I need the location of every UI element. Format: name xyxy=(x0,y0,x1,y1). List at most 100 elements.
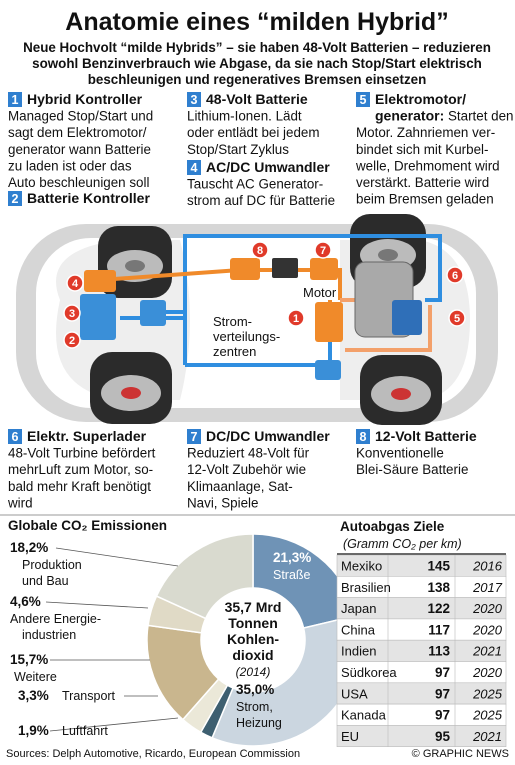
diagram-badge-label: 2 xyxy=(69,335,75,347)
cable xyxy=(120,234,442,320)
distribution-label: zentren xyxy=(213,344,256,359)
table-year: 2017 xyxy=(472,580,503,595)
table-country: Brasilien xyxy=(341,580,391,595)
component-text: Managed Stop/Start und xyxy=(8,109,153,124)
pie-value-label: 35,0% xyxy=(236,682,274,697)
table-value: 97 xyxy=(435,686,450,701)
diagram-badge xyxy=(314,241,332,259)
component-text: Blei-Säure Batterie xyxy=(356,462,468,477)
subtitle: Neue Hochvolt “milde Hybrids” – sie habe… xyxy=(23,40,491,55)
component xyxy=(392,300,422,335)
pie-category-label: Produktion xyxy=(22,558,82,572)
table-title: Autoabgas Ziele xyxy=(340,519,445,534)
component-text: bald mehr Kraft benötigt xyxy=(8,479,151,494)
table-year: 2020 xyxy=(472,601,503,616)
diagram-badge-label: 6 xyxy=(452,270,458,282)
table-year: 2025 xyxy=(472,708,503,723)
credit: © GRAPHIC NEWS xyxy=(412,748,509,760)
table-country: USA xyxy=(341,686,368,701)
diagram-badge-label: 4 xyxy=(72,278,79,290)
table-value: 95 xyxy=(435,729,451,744)
table-country: Mexiko xyxy=(341,559,382,574)
component-text: Klimaanlage, Sat- xyxy=(187,479,293,494)
component-text: Lithium-Ionen. Lädt xyxy=(187,109,302,124)
number-badge xyxy=(187,160,201,175)
table-value: 122 xyxy=(427,601,450,616)
table-value: 138 xyxy=(427,580,450,595)
component-text: wird xyxy=(7,495,33,510)
pie-center-text: Kohlen- xyxy=(227,631,279,647)
table-subtitle: (Gramm CO₂ per km) xyxy=(343,537,462,551)
component-text: welle, Drehmoment wird xyxy=(355,158,500,173)
diagram-badge xyxy=(251,241,269,259)
diagram-badge xyxy=(63,304,81,322)
component xyxy=(230,258,260,280)
component-title: DC/DC Umwandler xyxy=(206,428,330,444)
number-badge-label: 2 xyxy=(12,192,19,206)
diagram-badge xyxy=(448,309,466,327)
diagram-badge xyxy=(66,274,84,292)
pie-center-text: Tonnen xyxy=(228,615,278,631)
table-value: 97 xyxy=(435,708,450,723)
car-diagram: 4 3 2 8 7 1 6 5 Motor Strom-verteilungs-zentren xyxy=(16,214,498,425)
pie-value-label: 3,3% xyxy=(18,688,49,703)
component-text: strom auf DC für Batterie xyxy=(187,193,335,208)
number-badge xyxy=(187,92,201,107)
motor-label: Motor xyxy=(303,285,337,300)
distribution-label: verteilungs- xyxy=(213,329,280,344)
pie-value-label: 15,7% xyxy=(10,652,48,667)
component xyxy=(272,258,298,278)
number-badge-label: 6 xyxy=(12,430,19,444)
diagram-badge-label: 5 xyxy=(454,313,460,325)
table-value: 117 xyxy=(428,622,450,637)
component-title: 48-Volt Batterie xyxy=(206,91,308,107)
number-badge-label: 8 xyxy=(360,430,367,444)
component-text: beim Bremsen geladen xyxy=(356,192,494,207)
component-title: Batterie Kontroller xyxy=(27,190,150,206)
sources: Sources: Delph Automotive, Ricardo, Euro… xyxy=(6,748,300,760)
pie-category-label: Luftfahrt xyxy=(62,724,108,738)
component-title: Hybrid Kontroller xyxy=(27,91,143,107)
component-title: Elektromotor/ xyxy=(375,91,466,107)
component-text: mehrLuft zum Motor, so- xyxy=(8,462,153,477)
component-text: Motor. Zahnriemen ver- xyxy=(356,125,495,140)
table-year: 2020 xyxy=(472,622,503,637)
diagram-badge-label: 7 xyxy=(320,245,326,257)
table-country: Indien xyxy=(341,644,376,659)
pie-center-text: dioxid xyxy=(232,647,273,663)
component xyxy=(84,270,116,292)
component-text: Tauscht AC Generator- xyxy=(187,177,323,192)
component-text: Konventionelle xyxy=(356,446,444,461)
component-text: Auto beschleunigen soll xyxy=(8,175,149,190)
subtitle: sowohl Benzinverbrauch wie Abgase, da si… xyxy=(32,56,482,71)
subtitle: beschleunigen und regeneratives Bremsen … xyxy=(88,72,427,87)
table-year: 2020 xyxy=(472,665,503,680)
component xyxy=(140,300,166,326)
pie-category-label: Strom, xyxy=(236,700,273,714)
table-value: 113 xyxy=(428,644,450,659)
component-text: zu laden ist oder das xyxy=(8,158,132,173)
diagram-badge xyxy=(287,309,305,327)
table-row xyxy=(336,725,507,748)
number-badge xyxy=(8,92,22,107)
component xyxy=(80,294,116,340)
number-badge xyxy=(356,429,370,444)
pie-value-label: 18,2% xyxy=(10,540,48,555)
table-value: 97 xyxy=(435,665,450,680)
number-badge-label: 7 xyxy=(191,430,198,444)
table-year: 2025 xyxy=(472,686,503,701)
component xyxy=(315,360,341,380)
title: Anatomie eines “milden Hybrid” xyxy=(65,8,448,36)
wheel xyxy=(90,352,172,424)
diagram-badge xyxy=(63,331,81,349)
number-badge xyxy=(8,429,22,444)
component-text: generator wann Batterie xyxy=(8,142,151,157)
number-badge-label: 4 xyxy=(191,161,198,175)
component-text: Reduziert 48-Volt für xyxy=(187,446,310,461)
component xyxy=(315,302,343,342)
table-year: 2021 xyxy=(472,729,502,744)
pie-center-text: (2014) xyxy=(236,665,271,679)
component-title: 12-Volt Batterie xyxy=(375,428,477,444)
component-text: 12-Volt Zubehör wie xyxy=(187,462,306,477)
table-country: Japan xyxy=(341,601,376,616)
